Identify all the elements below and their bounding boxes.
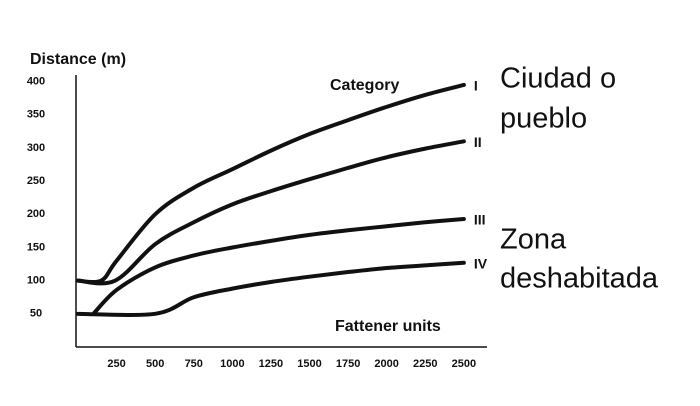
annotation: deshabitada [500, 263, 659, 295]
x-tick-label: 2500 [452, 358, 476, 370]
annotation: Fattener units [335, 318, 441, 335]
y-tick-label: 100 [27, 275, 45, 287]
series-label: I [474, 78, 478, 94]
x-tick-label: 1750 [336, 358, 360, 370]
curve [91, 216, 466, 316]
y-tick-label: 250 [27, 175, 45, 187]
curve [76, 260, 466, 318]
curve [76, 139, 466, 286]
series-label: II [474, 134, 482, 150]
y-tick-label: 300 [27, 142, 45, 154]
annotation: Ciudad o [500, 63, 616, 95]
x-tick-label: 2250 [413, 358, 437, 370]
y-tick-label: 400 [27, 76, 45, 88]
annotation: Category [330, 77, 399, 94]
x-tick-label: 750 [185, 358, 203, 370]
x-tick-label: 500 [146, 358, 164, 370]
y-tick-label: 200 [27, 208, 45, 220]
x-tick-label: 1000 [220, 358, 244, 370]
y-axis-label: Distance (m) [30, 51, 126, 68]
y-tick-label: 150 [27, 241, 45, 253]
y-tick-label: 50 [30, 308, 42, 320]
x-tick-label: 250 [107, 358, 125, 370]
annotation: Zona [500, 224, 567, 256]
y-tick-label: 350 [27, 109, 45, 121]
x-tick-label: 1250 [259, 358, 283, 370]
series-label: III [474, 212, 486, 228]
curve [76, 82, 466, 285]
annotation: pueblo [500, 103, 587, 135]
x-tick-label: 2000 [374, 358, 398, 370]
series-label: IV [474, 255, 488, 271]
x-tick-label: 1500 [297, 358, 321, 370]
